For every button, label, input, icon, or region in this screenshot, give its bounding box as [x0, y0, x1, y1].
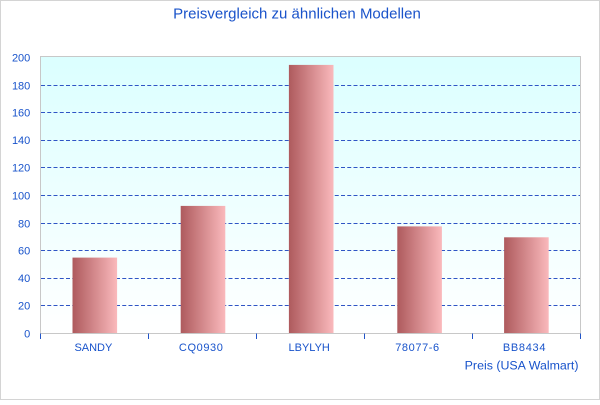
svg-text:BB8434: BB8434: [503, 342, 546, 354]
svg-text:SANDY: SANDY: [74, 342, 113, 354]
svg-text:CQ0930: CQ0930: [179, 342, 224, 354]
svg-text:120: 120: [12, 163, 30, 175]
svg-text:Preis (USA Walmart): Preis (USA Walmart): [465, 359, 579, 373]
svg-text:40: 40: [18, 273, 30, 285]
svg-text:60: 60: [18, 246, 30, 258]
svg-text:180: 180: [12, 80, 30, 92]
svg-text:Preisvergleich zu ähnlichen Mo: Preisvergleich zu ähnlichen Modellen: [173, 6, 421, 23]
svg-text:140: 140: [12, 135, 30, 147]
svg-text:80: 80: [18, 218, 30, 230]
svg-text:200: 200: [12, 52, 30, 64]
svg-text:78077-6: 78077-6: [395, 342, 440, 354]
svg-text:160: 160: [12, 108, 30, 120]
svg-text:100: 100: [12, 190, 30, 202]
svg-text:LBYLYH: LBYLYH: [289, 342, 330, 354]
svg-text:20: 20: [18, 301, 30, 313]
svg-text:0: 0: [24, 328, 30, 340]
